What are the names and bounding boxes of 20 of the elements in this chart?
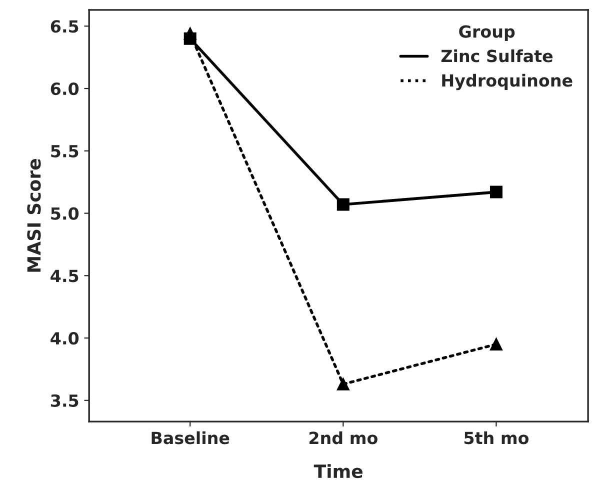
- x-tick-label: Baseline: [152, 431, 230, 444]
- x-tick-label: 2nd mo: [309, 431, 378, 444]
- y-tick-label: 5.5: [51, 145, 78, 158]
- y-tick-label: 4.5: [50, 270, 78, 282]
- y-tick-label: 5.0: [51, 207, 79, 220]
- point: [490, 338, 502, 351]
- y-axis-title: MASI Score: [27, 159, 41, 272]
- y-tick-label: 3.5: [50, 394, 78, 407]
- point: [336, 378, 350, 390]
- point: [490, 186, 502, 198]
- legend-label: Zinc Sulfate: [441, 49, 553, 62]
- legend-label: Hydroquinone: [442, 74, 572, 90]
- x-axis-title: Time: [314, 464, 362, 478]
- x-tick-label: 5th mo: [464, 431, 529, 444]
- point: [184, 32, 196, 45]
- y-tick-label: 6.5: [50, 20, 78, 33]
- y-tick-label: 4.0: [50, 332, 79, 345]
- point: [336, 198, 350, 211]
- y-tick-label: 6.0: [50, 82, 79, 96]
- legend-title: Group: [459, 25, 515, 42]
